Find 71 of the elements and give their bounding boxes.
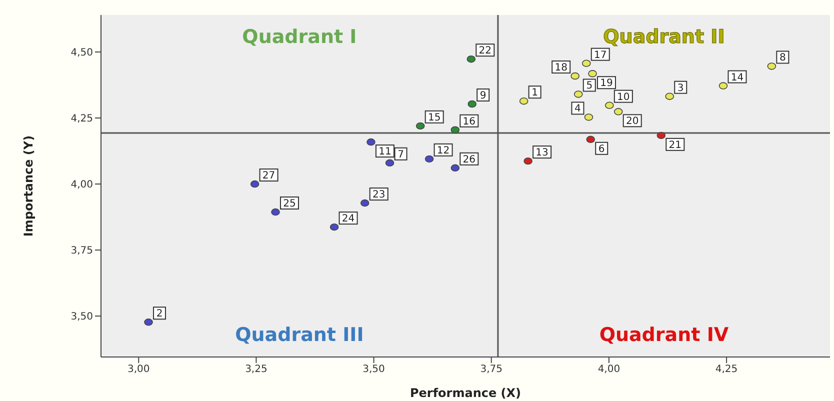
y-tick-label: 4,50 <box>70 48 93 59</box>
y-tick-label: 3,75 <box>70 246 93 257</box>
annotation: 24 <box>342 214 355 225</box>
annotation: 19 <box>600 78 613 90</box>
point <box>718 82 728 90</box>
annotation: 15 <box>428 112 441 124</box>
annotation: 27 <box>262 170 276 182</box>
annotation: Quadrant I <box>241 25 358 49</box>
point <box>767 62 776 70</box>
x-tick-label: 3,25 <box>245 364 268 376</box>
annotation: 6 <box>598 144 605 155</box>
x-tick-label: 4,25 <box>715 364 738 376</box>
point <box>588 70 597 78</box>
point <box>519 97 528 105</box>
annotation: 22 <box>478 46 492 57</box>
annotation: 21 <box>668 140 682 151</box>
annotation: Quadrant III <box>234 323 365 347</box>
point <box>570 72 580 80</box>
point <box>366 138 376 146</box>
annotation: 12 <box>436 145 450 156</box>
point <box>468 100 476 108</box>
point <box>271 208 280 216</box>
annotation: 20 <box>626 116 639 128</box>
point <box>524 157 532 165</box>
y-axis-title: Importance (Y) <box>21 135 36 237</box>
annotation: Quadrant II <box>602 25 726 49</box>
point <box>582 60 591 67</box>
annotation: Quadrant IV <box>598 323 730 347</box>
point <box>450 126 460 134</box>
annotation: 25 <box>283 198 296 210</box>
annotation: 9 <box>480 90 486 102</box>
point <box>450 164 460 172</box>
annotation: 4 <box>574 104 581 115</box>
annotation: 7 <box>398 149 404 160</box>
x-tick-label: 3,00 <box>127 364 150 376</box>
point <box>574 90 583 98</box>
annotation: 10 <box>617 92 630 103</box>
point <box>250 180 260 188</box>
annotation: 3 <box>677 82 684 94</box>
point <box>144 318 153 326</box>
y-tick-label: 4,00 <box>70 180 93 191</box>
point <box>656 132 666 140</box>
annotation: 16 <box>462 116 476 128</box>
point <box>330 223 339 231</box>
x-tick-label: 4,00 <box>598 364 620 376</box>
point <box>665 92 674 100</box>
x-axis-title: Performance (X) <box>410 386 522 400</box>
annotation: 2 <box>156 308 163 320</box>
point <box>586 136 596 143</box>
annotation: 1 <box>532 88 538 99</box>
point <box>424 155 434 163</box>
annotation: 17 <box>594 50 607 61</box>
annotation: 26 <box>462 154 476 166</box>
annotation: 14 <box>730 72 744 84</box>
annotation: 11 <box>378 146 392 158</box>
point <box>466 56 476 63</box>
annotation: 23 <box>372 190 386 201</box>
x-tick-label: 3,50 <box>362 364 385 376</box>
annotation: 8 <box>779 52 786 64</box>
point <box>605 102 614 109</box>
y-tick-label: 4,25 <box>70 114 93 125</box>
annotation: 5 <box>586 80 593 92</box>
annotation: 18 <box>554 62 568 74</box>
point <box>416 122 425 130</box>
point <box>614 108 623 116</box>
point <box>584 114 594 121</box>
point <box>385 159 394 166</box>
point <box>360 199 370 207</box>
y-tick-label: 3,50 <box>70 312 93 323</box>
x-tick-label: 3,75 <box>480 364 502 376</box>
annotation: 13 <box>536 148 548 159</box>
